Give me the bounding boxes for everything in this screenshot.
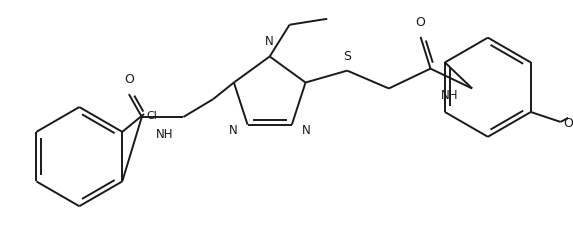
Text: N: N [229, 123, 238, 136]
Text: NH: NH [441, 89, 458, 102]
Text: O: O [124, 73, 134, 86]
Text: NH: NH [156, 127, 174, 140]
Text: O: O [415, 16, 426, 29]
Text: O: O [563, 117, 573, 130]
Text: Cl: Cl [146, 111, 157, 121]
Text: N: N [265, 35, 274, 47]
Text: S: S [343, 49, 351, 62]
Text: N: N [302, 123, 311, 136]
